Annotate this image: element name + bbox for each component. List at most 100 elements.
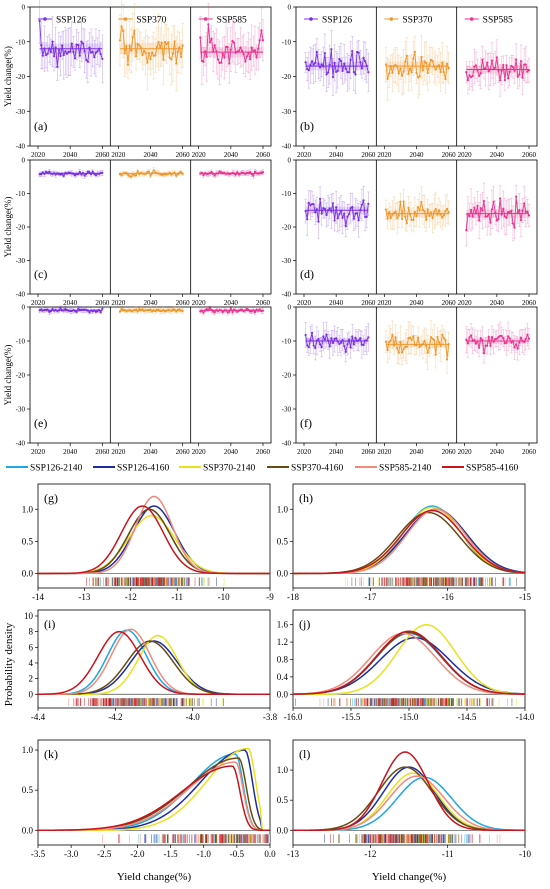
series-point <box>49 50 52 54</box>
series-point <box>173 40 176 43</box>
x-tick-label: 2020 <box>31 299 46 307</box>
series-point <box>57 48 61 52</box>
x-tick-label: 2020 <box>458 299 473 307</box>
series-point <box>359 61 362 64</box>
series-point <box>253 170 257 173</box>
series-point <box>494 66 497 69</box>
series-point <box>519 219 523 222</box>
series-point <box>447 211 450 214</box>
series-point <box>260 29 263 32</box>
series-point <box>447 67 450 70</box>
series-point <box>245 171 249 174</box>
x-tick-label: -14.5 <box>458 712 477 722</box>
series-point <box>351 335 354 338</box>
x-tick-label: 2060 <box>256 151 271 159</box>
x-tick-label: -15.0 <box>400 712 419 722</box>
series-point <box>261 170 265 174</box>
series-point <box>128 308 131 312</box>
y-tick-label: -20 <box>282 224 292 232</box>
y-tick-label: -30 <box>282 406 292 414</box>
series-point <box>312 63 315 66</box>
series-point <box>442 214 445 217</box>
series-point <box>441 216 444 219</box>
series-line <box>465 57 530 82</box>
series-point <box>439 213 442 216</box>
series-point <box>397 72 400 75</box>
series-point <box>93 172 96 175</box>
series-point <box>487 335 490 338</box>
series-point <box>523 340 526 344</box>
series-point <box>204 171 207 175</box>
series-point <box>160 41 163 44</box>
series-point <box>162 173 165 176</box>
series-point <box>244 309 247 312</box>
series-point <box>500 334 503 338</box>
series-point <box>258 308 261 311</box>
series-point <box>178 46 181 49</box>
series-point <box>261 39 265 42</box>
series-point <box>317 220 320 223</box>
series-point <box>437 341 441 344</box>
series-point <box>155 45 159 49</box>
series-point <box>508 211 511 214</box>
y-tick-label: -30 <box>282 257 292 265</box>
series-point <box>407 206 410 209</box>
series-point <box>81 172 85 175</box>
series-point <box>223 56 226 59</box>
series-point <box>423 339 426 342</box>
series-point <box>88 311 91 314</box>
series-point <box>445 62 449 65</box>
series-point <box>526 210 529 213</box>
series-point <box>392 212 396 215</box>
y-tick-label: -40 <box>282 440 292 448</box>
series-point <box>434 353 437 356</box>
y-tick-label: 0.0 <box>277 568 289 578</box>
series-point <box>396 346 399 350</box>
series-point <box>62 309 65 312</box>
series-point <box>38 173 41 176</box>
series-point <box>56 65 59 68</box>
series-point <box>386 77 389 80</box>
series-point <box>490 208 494 211</box>
x-tick-label: -3.8 <box>263 712 278 722</box>
y-tick-label: 8 <box>29 627 34 637</box>
series-point <box>527 214 531 217</box>
series-point <box>139 46 142 49</box>
y-tick-label: -30 <box>16 257 26 265</box>
x-tick-label: 2040 <box>144 448 159 456</box>
series-point <box>362 343 365 347</box>
series-point <box>40 308 43 311</box>
series-point <box>471 215 474 218</box>
series-point <box>486 215 489 218</box>
series-point <box>367 202 370 205</box>
series-point <box>439 344 442 347</box>
series-point <box>252 309 255 312</box>
series-point <box>323 338 327 341</box>
series-point <box>252 174 255 177</box>
series-point <box>413 343 416 346</box>
series-point <box>505 341 508 344</box>
series-point <box>497 336 500 339</box>
series-point <box>96 50 99 53</box>
series-point <box>224 309 228 312</box>
series-point <box>54 46 57 49</box>
x-tick-label: 2040 <box>224 299 239 307</box>
series-point <box>476 340 479 343</box>
series-point <box>478 346 481 349</box>
series-point <box>465 228 468 232</box>
series-point <box>202 60 205 63</box>
series-point <box>396 65 399 68</box>
x-tick-label: 2020 <box>377 151 392 159</box>
series-point <box>228 62 231 65</box>
series-point <box>86 170 89 174</box>
series-point <box>490 59 494 62</box>
series-point <box>157 41 160 44</box>
x-tick-label: 2020 <box>458 448 473 456</box>
series-point <box>213 174 216 177</box>
series-point <box>247 51 250 54</box>
series-point <box>425 344 428 347</box>
series-point <box>312 344 315 347</box>
series-point <box>394 336 397 339</box>
series-point <box>216 172 220 175</box>
